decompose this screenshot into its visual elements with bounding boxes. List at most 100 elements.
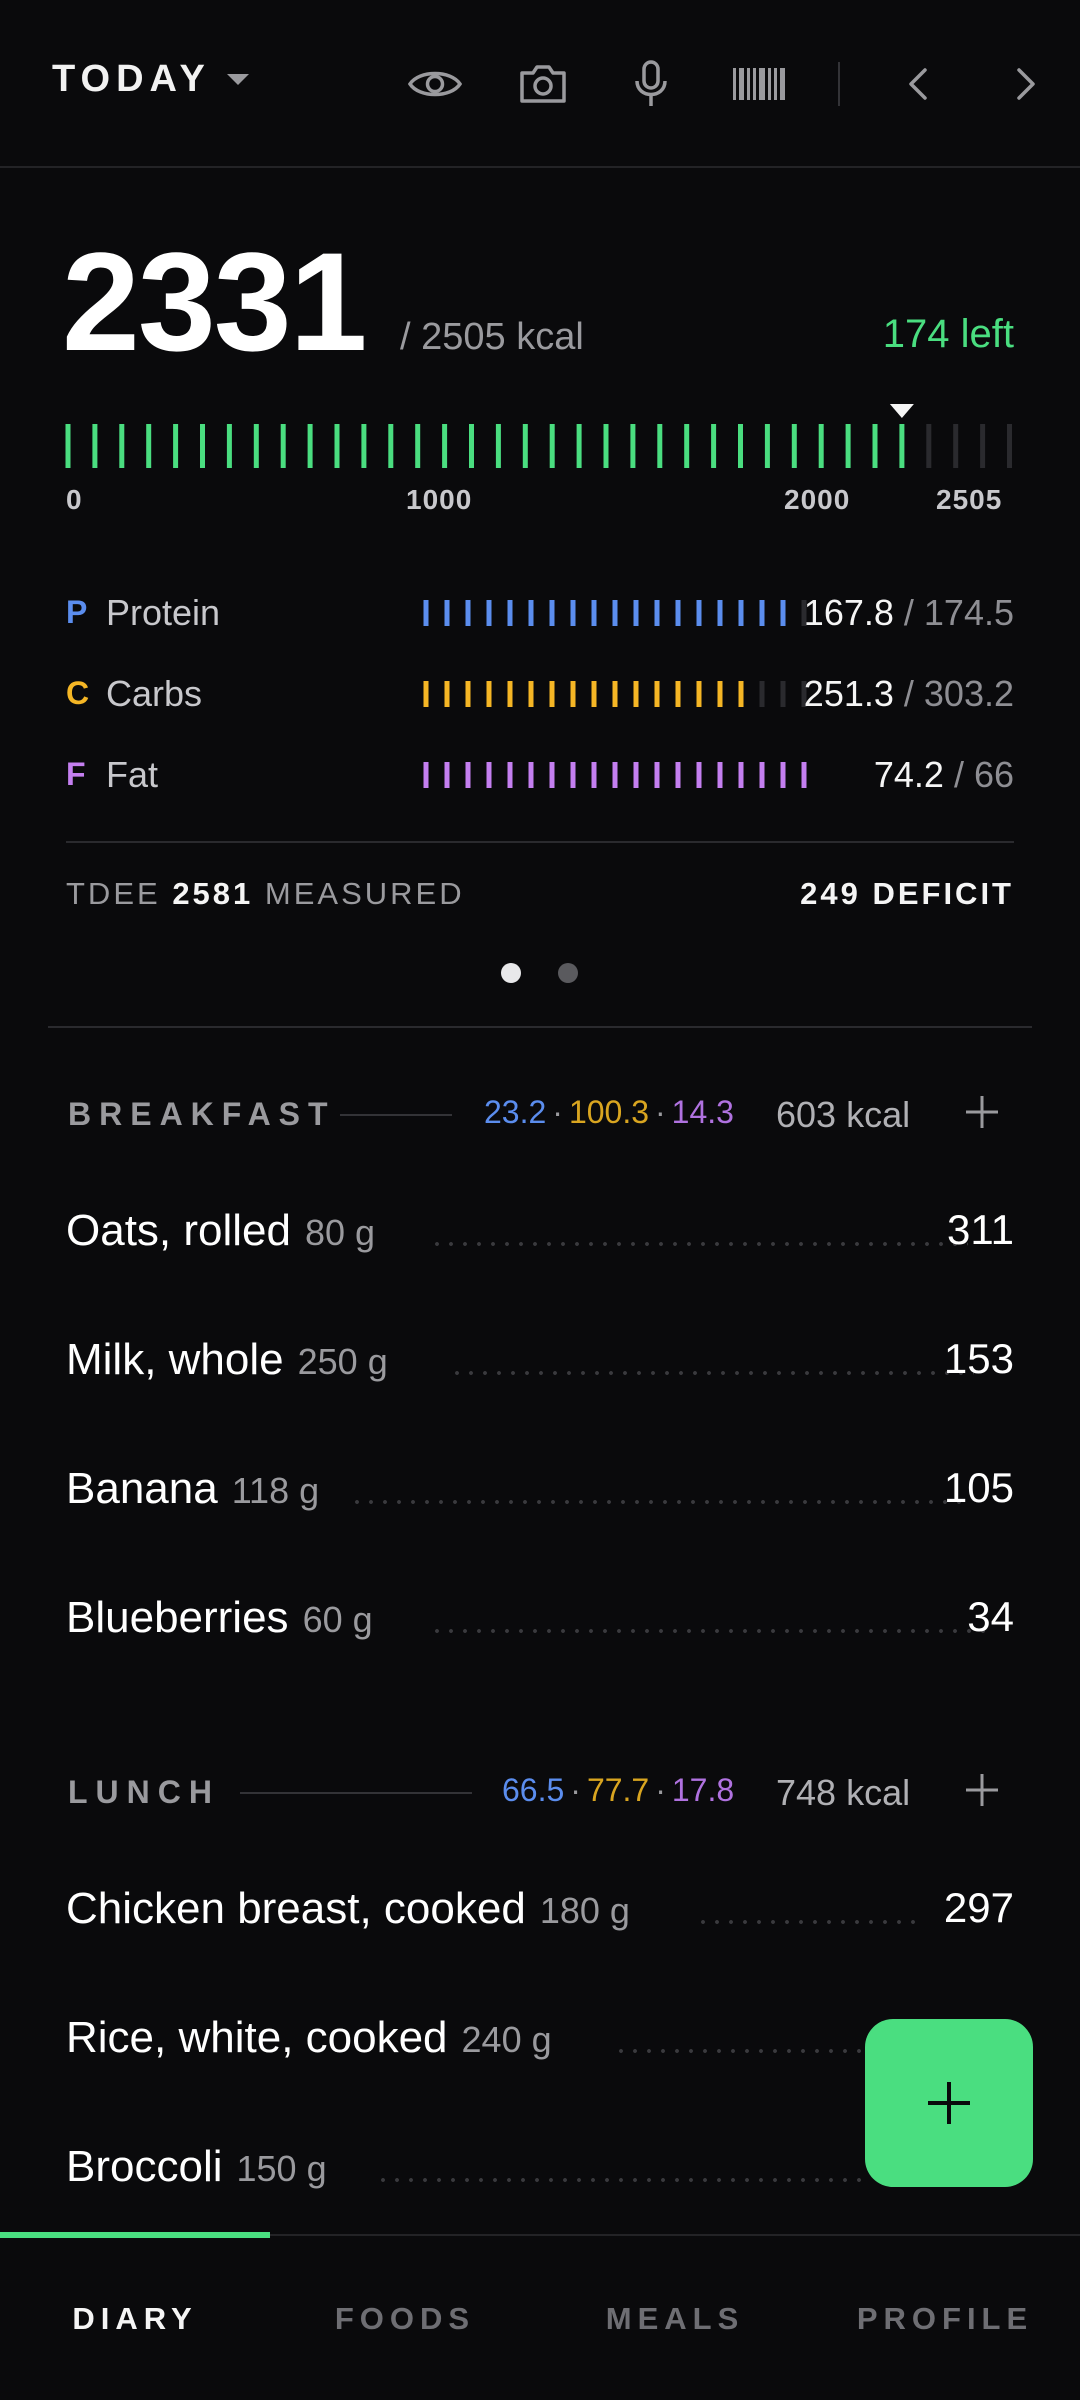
food-kcal: 297 <box>943 1884 1014 1931</box>
food-kcal: 153 <box>943 1335 1014 1382</box>
calories-left: 174 left <box>882 312 1014 356</box>
scale-label-0: 0 <box>66 484 83 515</box>
food-name-wrap: Blueberries 60 g <box>66 1593 373 1643</box>
chevron-left-icon[interactable] <box>890 56 946 112</box>
macro-letter: C <box>66 675 90 711</box>
date-selector[interactable]: TODAY <box>52 58 249 101</box>
barcode-icon[interactable] <box>731 56 787 112</box>
dot-leader <box>614 2049 864 2053</box>
tab-diary[interactable]: DIARY <box>72 2301 198 2336</box>
food-kcal: 311 <box>947 1206 1014 1253</box>
macro-values: 74.2 / 66 <box>873 754 1014 795</box>
macro-name: Carbs <box>106 673 203 714</box>
deficit-label: 249 DEFICIT <box>800 876 1014 911</box>
food-item[interactable]: Banana 118 g 105 <box>66 1456 1014 1526</box>
food-name-wrap: Broccoli 150 g <box>66 2142 327 2192</box>
food-qty: 118 g <box>231 1470 320 1511</box>
tab-meals[interactable]: MEALS <box>605 2301 745 2336</box>
food-qty: 180 g <box>539 1890 630 1931</box>
meal-macros: 23.2 · 100.3 · 14.3 <box>484 1094 734 1130</box>
food-name-wrap: Oats, rolled 80 g <box>66 1206 375 1256</box>
mic-icon[interactable] <box>623 56 679 112</box>
divider <box>48 1026 1032 1028</box>
fat-progress-bar <box>423 762 807 788</box>
camera-icon[interactable] <box>515 56 571 112</box>
meal-title: BREAKFAST <box>68 1096 336 1132</box>
meal-protein: 23.2 <box>484 1094 547 1130</box>
food-kcal: 105 <box>943 1464 1014 1511</box>
macro-row-carbs: C Carbs 251.3 / 303.2 <box>66 665 1014 725</box>
bottom-nav: DIARY FOODS MEALS PROFILE <box>0 2232 1080 2400</box>
food-qty: 150 g <box>236 2148 327 2189</box>
tdee-status: MEASURED <box>264 876 465 911</box>
meal-kcal: 748 kcal <box>776 1772 911 1813</box>
food-item[interactable]: Blueberries 60 g 34 <box>66 1585 1014 1655</box>
meal-title: LUNCH <box>68 1774 220 1810</box>
meal-carbs: 77.7 <box>586 1772 650 1808</box>
macro-letter: P <box>66 594 88 630</box>
food-name-wrap: Banana 118 g <box>66 1464 319 1514</box>
dot-leader <box>450 1371 974 1375</box>
dot-leader <box>696 1920 916 1924</box>
add-food-button[interactable] <box>865 2019 1033 2187</box>
macro-letter: F <box>66 756 86 792</box>
food-name: Broccoli <box>66 2142 223 2191</box>
food-qty: 80 g <box>304 1212 376 1253</box>
food-name: Chicken breast, cooked <box>66 1884 526 1933</box>
macro-value: 251.3 <box>803 673 894 714</box>
macro-goal: 303.2 <box>923 673 1014 714</box>
food-name: Milk, whole <box>66 1335 284 1384</box>
nav-active-indicator <box>0 2232 270 2238</box>
food-name-wrap: Milk, whole 250 g <box>66 1335 388 1385</box>
protein-progress-bar <box>423 600 807 626</box>
carbs-progress-bar <box>423 681 807 707</box>
food-kcal: 34 <box>967 1593 1014 1640</box>
add-lunch-icon[interactable] <box>960 1768 1004 1812</box>
macro-value: 74.2 <box>873 754 944 795</box>
scale-label-1000: 1000 <box>406 484 473 515</box>
food-item[interactable]: Rice, white, cooked 240 g <box>66 2005 1014 2075</box>
pager-dot-active[interactable] <box>501 963 521 983</box>
meal-header-lunch: LUNCH 66.5 · 77.7 · 17.8 748 kcal <box>68 1762 1014 1822</box>
plus-icon <box>928 2082 970 2124</box>
chevron-right-icon[interactable] <box>998 56 1054 112</box>
meal-divider-line <box>240 1792 472 1794</box>
top-bar: TODAY <box>0 0 1080 168</box>
food-name-wrap: Rice, white, cooked 240 g <box>66 2013 552 2063</box>
add-breakfast-icon[interactable] <box>960 1090 1004 1134</box>
meal-header-breakfast: BREAKFAST 23.2 · 100.3 · 14.3 603 kcal <box>68 1084 1014 1144</box>
macro-row-protein: P Protein 167.8 / 174.5 <box>66 584 1014 644</box>
meal-carbs: 100.3 <box>568 1094 650 1130</box>
food-item[interactable]: Broccoli 150 g <box>66 2134 1014 2204</box>
food-name: Blueberries <box>66 1593 289 1642</box>
macro-values: 251.3 / 303.2 <box>803 673 1014 714</box>
macro-row-fat: F Fat 74.2 / 66 <box>66 746 1014 806</box>
meal-fat: 17.8 <box>671 1772 735 1808</box>
food-name: Banana <box>66 1464 218 1513</box>
divider <box>66 841 1014 843</box>
pager-dot[interactable] <box>558 963 578 983</box>
food-item[interactable]: Chicken breast, cooked 180 g 297 <box>66 1876 1014 1946</box>
food-item[interactable]: Oats, rolled 80 g 311 <box>66 1198 1014 1268</box>
food-qty: 250 g <box>297 1341 388 1382</box>
tdee-label: TDEE <box>66 876 161 911</box>
tdee-value: 2581 <box>172 876 254 911</box>
macro-name: Protein <box>106 592 221 633</box>
calorie-goal: / 2505 kcal <box>400 316 584 358</box>
eye-icon[interactable] <box>407 56 463 112</box>
macro-value: 167.8 <box>803 592 894 633</box>
scale-label-goal: 2505 <box>936 484 1003 515</box>
food-item[interactable]: Milk, whole 250 g 153 <box>66 1327 1014 1397</box>
meal-fat: 14.3 <box>671 1094 734 1130</box>
tab-foods[interactable]: FOODS <box>334 2301 476 2336</box>
dot-leader <box>350 1500 964 1504</box>
macro-goal: 66 <box>973 754 1014 795</box>
food-qty: 240 g <box>461 2019 552 2060</box>
header-separator <box>838 62 840 106</box>
meal-divider-line <box>340 1114 452 1116</box>
food-qty: 60 g <box>302 1599 373 1640</box>
food-name: Oats, rolled <box>66 1206 291 1255</box>
dot-leader <box>430 1629 994 1633</box>
tab-profile[interactable]: PROFILE <box>856 2301 1034 2336</box>
macro-name: Fat <box>106 754 159 795</box>
